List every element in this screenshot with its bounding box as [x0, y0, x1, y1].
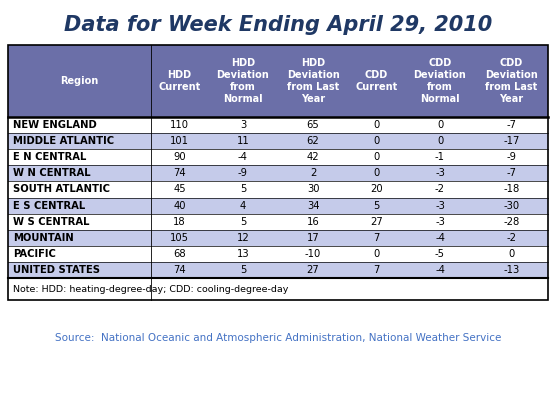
Text: 74: 74: [173, 265, 186, 275]
Text: Source:  National Oceanic and Atmospheric Administration, National Weather Servi: Source: National Oceanic and Atmospheric…: [55, 333, 501, 343]
Text: 0: 0: [374, 136, 380, 146]
Text: -4: -4: [435, 265, 445, 275]
Text: 12: 12: [236, 233, 249, 243]
Text: 18: 18: [173, 217, 186, 227]
Bar: [8, 246, 548, 262]
Text: 105: 105: [170, 233, 189, 243]
Text: -10: -10: [305, 249, 321, 259]
Text: 0: 0: [374, 249, 380, 259]
Text: Data for Week Ending April 29, 2010: Data for Week Ending April 29, 2010: [64, 15, 492, 35]
Text: W S CENTRAL: W S CENTRAL: [13, 217, 90, 227]
Text: 0: 0: [374, 168, 380, 178]
Bar: [8, 230, 548, 246]
Text: 4: 4: [240, 200, 246, 210]
Text: 3: 3: [240, 120, 246, 130]
Text: 5: 5: [374, 200, 380, 210]
Text: -28: -28: [503, 217, 520, 227]
Bar: [8, 182, 548, 198]
Text: 30: 30: [307, 184, 319, 194]
Text: 65: 65: [307, 120, 320, 130]
Text: -4: -4: [238, 152, 248, 162]
Text: 27: 27: [307, 265, 320, 275]
Text: 110: 110: [170, 120, 189, 130]
Text: 27: 27: [370, 217, 383, 227]
Text: CDD
Current: CDD Current: [355, 70, 398, 92]
Bar: [8, 45, 548, 117]
Text: -7: -7: [507, 168, 517, 178]
Text: 62: 62: [307, 136, 320, 146]
Text: NEW ENGLAND: NEW ENGLAND: [13, 120, 97, 130]
Bar: [8, 117, 548, 133]
Text: -9: -9: [507, 152, 517, 162]
Text: MOUNTAIN: MOUNTAIN: [13, 233, 74, 243]
Text: Region: Region: [61, 76, 98, 86]
Text: W N CENTRAL: W N CENTRAL: [13, 168, 91, 178]
Text: HDD
Deviation
from
Normal: HDD Deviation from Normal: [216, 58, 269, 104]
Text: -3: -3: [435, 200, 445, 210]
Text: -7: -7: [507, 120, 517, 130]
Text: CDD
Deviation
from
Normal: CDD Deviation from Normal: [414, 58, 466, 104]
Text: -4: -4: [435, 233, 445, 243]
Text: 0: 0: [437, 136, 443, 146]
Text: -18: -18: [503, 184, 520, 194]
Text: 7: 7: [374, 265, 380, 275]
Text: 101: 101: [170, 136, 189, 146]
Text: 16: 16: [307, 217, 320, 227]
Text: 74: 74: [173, 168, 186, 178]
Bar: [8, 149, 548, 165]
Text: 0: 0: [437, 120, 443, 130]
Text: -2: -2: [435, 184, 445, 194]
Text: -1: -1: [435, 152, 445, 162]
Text: 45: 45: [173, 184, 186, 194]
Text: 5: 5: [240, 265, 246, 275]
Text: -30: -30: [504, 200, 520, 210]
Text: HDD
Current: HDD Current: [158, 70, 201, 92]
Bar: [8, 133, 548, 149]
Text: 42: 42: [307, 152, 319, 162]
Text: Note: HDD: heating-degree-day; CDD: cooling-degree-day: Note: HDD: heating-degree-day; CDD: cool…: [13, 284, 289, 294]
Text: E S CENTRAL: E S CENTRAL: [13, 200, 85, 210]
Text: 34: 34: [307, 200, 319, 210]
Text: PACIFIC: PACIFIC: [13, 249, 56, 259]
Text: 13: 13: [237, 249, 249, 259]
Text: 0: 0: [374, 152, 380, 162]
Text: -9: -9: [238, 168, 248, 178]
Bar: [8, 278, 548, 300]
Bar: [8, 45, 548, 300]
Text: -2: -2: [507, 233, 517, 243]
Bar: [8, 165, 548, 182]
Text: 20: 20: [370, 184, 383, 194]
Text: 0: 0: [374, 120, 380, 130]
Text: 11: 11: [236, 136, 249, 146]
Text: HDD
Deviation
from Last
Year: HDD Deviation from Last Year: [287, 58, 340, 104]
Text: SOUTH ATLANTIC: SOUTH ATLANTIC: [13, 184, 110, 194]
Text: 7: 7: [374, 233, 380, 243]
Text: 90: 90: [173, 152, 186, 162]
Text: 17: 17: [307, 233, 320, 243]
Text: -17: -17: [503, 136, 520, 146]
Text: MIDDLE ATLANTIC: MIDDLE ATLANTIC: [13, 136, 114, 146]
Text: UNITED STATES: UNITED STATES: [13, 265, 100, 275]
Text: 2: 2: [310, 168, 316, 178]
Bar: [8, 214, 548, 230]
Text: 40: 40: [173, 200, 186, 210]
Text: CDD
Deviation
from Last
Year: CDD Deviation from Last Year: [485, 58, 538, 104]
Text: -5: -5: [435, 249, 445, 259]
Bar: [8, 198, 548, 214]
Text: -13: -13: [503, 265, 520, 275]
Text: 5: 5: [240, 184, 246, 194]
Text: 68: 68: [173, 249, 186, 259]
Text: 5: 5: [240, 217, 246, 227]
Text: 0: 0: [508, 249, 515, 259]
Text: -3: -3: [435, 217, 445, 227]
Text: -3: -3: [435, 168, 445, 178]
Text: E N CENTRAL: E N CENTRAL: [13, 152, 86, 162]
Bar: [8, 262, 548, 278]
